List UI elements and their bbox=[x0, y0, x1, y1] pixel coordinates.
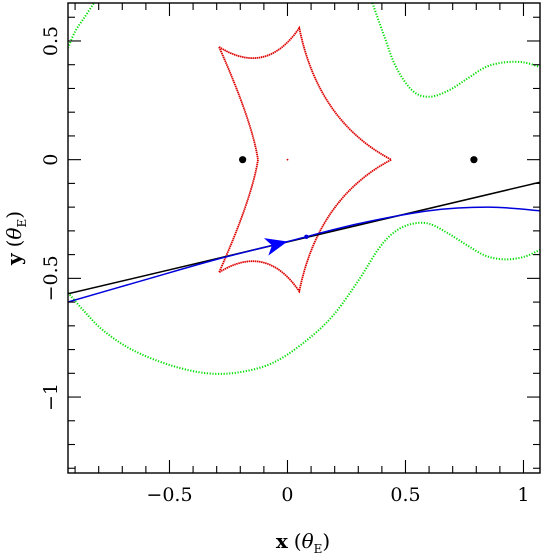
axis-ticks bbox=[68, 3, 540, 473]
center-of-mass-mark bbox=[286, 158, 289, 161]
y-axis-label: y(θE) bbox=[2, 211, 29, 266]
y-tick-label: 0.5 bbox=[40, 26, 62, 56]
y-tick-label: 0 bbox=[40, 154, 62, 166]
curved-trajectory-line bbox=[68, 206, 540, 303]
x-tick-label: −0.5 bbox=[146, 484, 192, 506]
caustic-curve bbox=[217, 25, 394, 294]
lens-mass-1 bbox=[239, 156, 247, 164]
x-tick-label: 1 bbox=[517, 484, 529, 506]
source-point bbox=[304, 234, 309, 240]
y-tick-label: −0.5 bbox=[40, 255, 62, 301]
y-tick-label: −1 bbox=[40, 383, 62, 411]
x-tick-label: 0 bbox=[281, 484, 293, 506]
plot-frame bbox=[67, 2, 541, 474]
x-tick-label: 0.5 bbox=[390, 484, 420, 506]
critical-curve-arc-3 bbox=[68, 221, 540, 375]
plot-area bbox=[68, 3, 540, 375]
critical-curve-arc-2 bbox=[371, 3, 540, 98]
tick-labels: −0.5 0 0.5 1 −1 −0.5 0 0.5 bbox=[40, 26, 530, 506]
x-axis-label: x (θE) bbox=[276, 529, 330, 555]
lens-mass-2 bbox=[470, 156, 478, 164]
trajectory-arrow-icon bbox=[263, 238, 288, 256]
